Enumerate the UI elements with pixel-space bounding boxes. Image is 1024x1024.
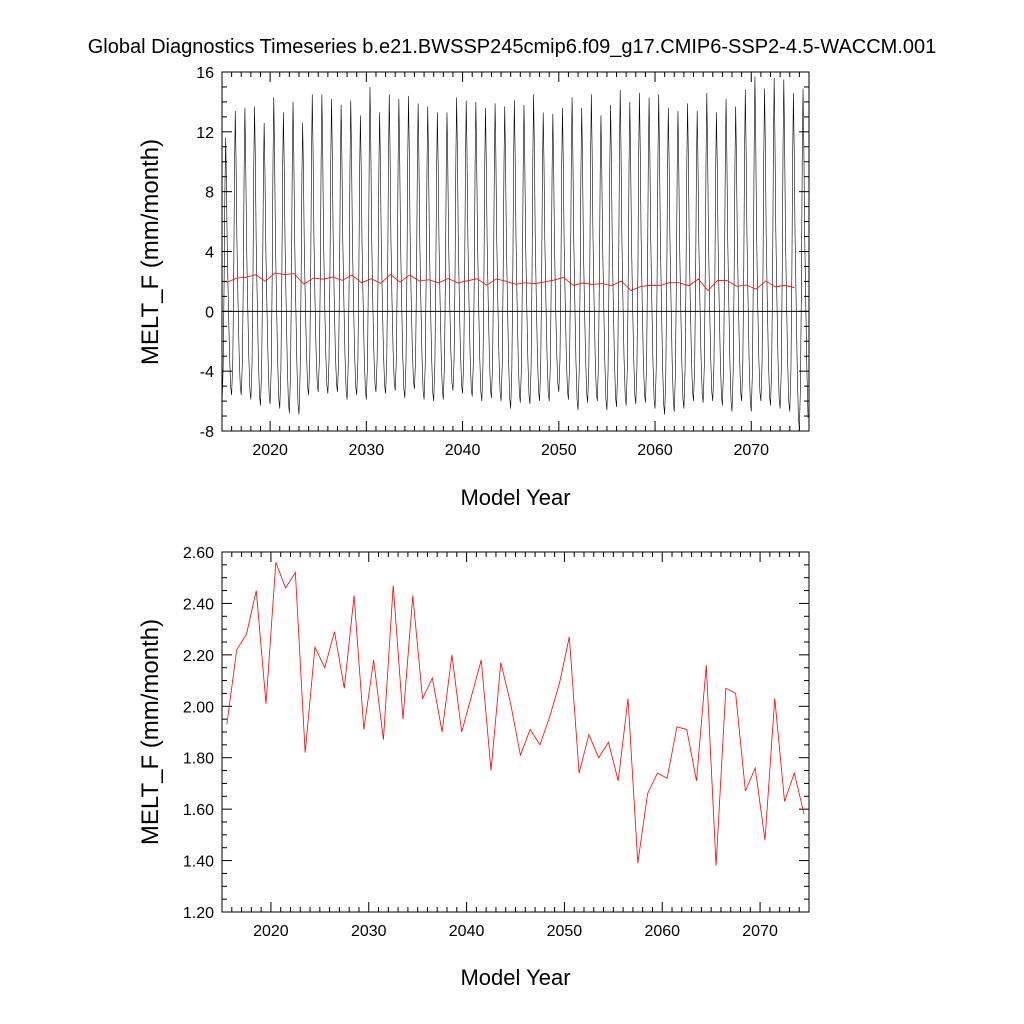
y-tick-label: 1.80 [183,751,214,768]
x-tick-label: 2060 [637,442,673,459]
data-layer [226,562,805,866]
y-tick-label: -8 [200,424,214,441]
y-tick-label: 12 [196,125,214,142]
y-tick-label: 1.20 [183,905,214,922]
figure-title: Global Diagnostics Timeseries b.e21.BWSS… [88,36,937,58]
y-tick-label: 4 [205,245,214,262]
data-layer [222,76,809,430]
y-axis-label: MELT_F (mm/month) [137,139,164,365]
x-axis-label: Model Year [460,965,570,990]
top-panel: 2020 2030 2040 2050 2060 2070 -8 -4 0 4 8 12 16 Model… [137,65,810,510]
y-tick-label: 0 [205,304,214,321]
y-tick-label: 1.40 [183,854,214,871]
x-tick-label: 2020 [253,923,289,940]
y-tick-label: 16 [196,65,214,82]
x-tick-label: 2040 [445,442,481,459]
x-tick-label: 2070 [742,923,778,940]
y-tick-label: 2.20 [183,648,214,665]
x-tick-label: 2050 [541,442,577,459]
x-tick-label: 2060 [644,923,680,940]
bottom-panel: 2020 2030 2040 2050 2060 2070 1.20 1.40 1.60 1.80… [137,545,810,990]
monthly-series-line [222,76,809,430]
x-axis-label: Model Year [460,485,570,510]
y-tick-label: -4 [200,364,214,381]
x-tick-label: 2040 [449,923,485,940]
y-tick-label: 2.00 [183,699,214,716]
y-tick-label: 1.60 [183,802,214,819]
x-tick-label: 2030 [349,442,385,459]
x-tick-label: 2030 [351,923,387,940]
y-tick-label: 2.40 [183,596,214,613]
x-tick-label: 2070 [733,442,769,459]
annual-mean-line [226,272,795,292]
y-tick-label: 2.60 [183,545,214,562]
y-tick-label: 8 [205,185,214,202]
x-tick-label: 2050 [547,923,583,940]
y-axis-label: MELT_F (mm/month) [137,619,164,845]
annual-mean-line [226,562,805,866]
x-tick-label: 2020 [252,442,288,459]
plot-frame [221,551,810,913]
